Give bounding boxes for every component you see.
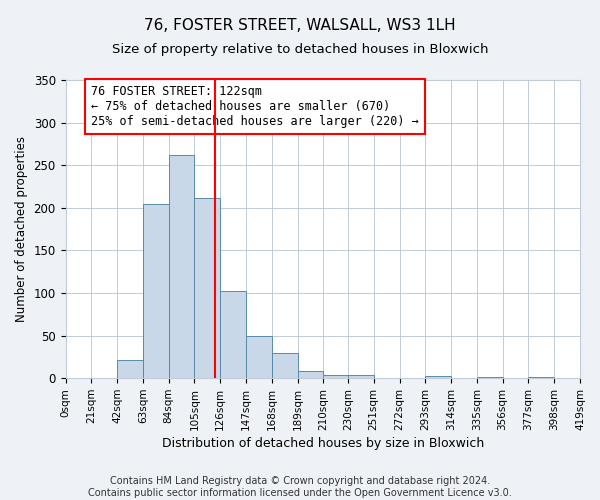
Bar [169, 155, 194, 378]
Bar [220, 292, 246, 378]
Bar [194, 198, 220, 378]
Bar [298, 370, 323, 378]
Bar [246, 336, 272, 378]
Bar [323, 375, 348, 378]
Text: 76, FOSTER STREET, WALSALL, WS3 1LH: 76, FOSTER STREET, WALSALL, WS3 1LH [144, 18, 456, 32]
Bar [348, 375, 374, 378]
Y-axis label: Number of detached properties: Number of detached properties [15, 136, 28, 322]
X-axis label: Distribution of detached houses by size in Bloxwich: Distribution of detached houses by size … [161, 437, 484, 450]
Text: Contains HM Land Registry data © Crown copyright and database right 2024.
Contai: Contains HM Land Registry data © Crown c… [88, 476, 512, 498]
Text: Size of property relative to detached houses in Bloxwich: Size of property relative to detached ho… [112, 42, 488, 56]
Bar [117, 360, 143, 378]
Bar [477, 376, 503, 378]
Bar [272, 354, 298, 378]
Text: 76 FOSTER STREET: 122sqm
← 75% of detached houses are smaller (670)
25% of semi-: 76 FOSTER STREET: 122sqm ← 75% of detach… [91, 85, 419, 128]
Bar [143, 204, 169, 378]
Bar [425, 376, 451, 378]
